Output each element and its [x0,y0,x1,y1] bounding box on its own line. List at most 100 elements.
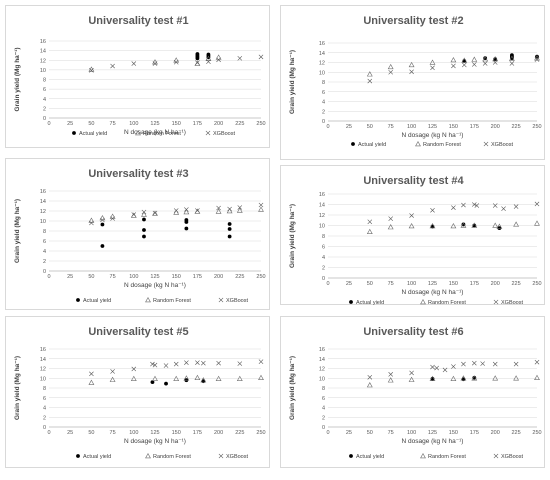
legend-label: Random Forest [428,454,466,460]
x-tick-label: 0 [47,121,50,127]
point-dot [227,227,232,231]
y-tick-label: 14 [319,203,325,209]
x-axis-label: N dosage (kg N ha⁻¹) [402,289,464,296]
point-triangle [429,375,436,381]
point-triangle [366,71,373,77]
point-triangle [152,210,158,216]
y-tick-label: 4 [43,97,46,103]
x-tick-label: 25 [67,274,73,280]
y-tick-label: 12 [40,58,46,64]
y-tick-label: 12 [319,213,325,219]
x-tick-label: 150 [172,121,181,127]
y-tick-label: 14 [40,199,46,205]
chart-title: Universality test #4 [363,175,464,187]
chart-title: Universality test #2 [363,15,463,27]
x-tick-label: 25 [67,430,73,436]
point-x [480,361,485,366]
x-tick-label: 100 [407,430,416,436]
point-x [195,360,200,365]
point-x [409,69,414,75]
y-tick-label: 2 [322,266,325,272]
point-x [150,361,155,367]
legend-marker [218,453,224,459]
point-dot [142,228,146,232]
point-triangle [492,375,499,381]
y-tick-label: 6 [43,87,46,93]
chart-panel-2: Universality test #2 0 2 4 6 8 10 12 14 16 0 25 50 75… [280,5,545,160]
point-triangle [258,206,264,212]
legend-marker [420,298,426,305]
x-axis-label: N dosage (kg N ha⁻¹) [124,282,186,289]
x-tick-label: 225 [235,430,244,436]
y-tick-label: 16 [40,189,46,195]
point-triangle [387,224,394,230]
x-tick-label: 250 [256,121,265,127]
y-tick-label: 12 [319,367,325,373]
x-tick-label: 75 [110,430,116,436]
x-axis-label: N dosage (kg N ha⁻¹) [124,129,186,136]
point-x [89,68,94,73]
y-tick-label: 2 [43,415,46,421]
point-x [163,363,169,368]
legend-marker [145,452,151,459]
y-tick-label: 4 [322,255,325,261]
y-tick-label: 14 [319,357,325,363]
x-tick-label: 50 [88,430,94,436]
x-tick-label: 225 [512,430,521,436]
y-tick-label: 8 [322,234,325,240]
point-triangle [471,56,478,62]
point-dot [195,56,200,61]
point-dot [142,217,146,222]
point-x [534,57,540,62]
point-dot [100,244,105,248]
y-tick-label: 12 [319,61,325,67]
point-dot [184,226,189,231]
legend-marker [349,300,353,304]
point-x [100,217,105,223]
chart-title: Universality test #5 [88,326,188,338]
x-tick-label: 25 [346,124,352,130]
y-tick-label: 16 [319,41,325,47]
chart-panel-1: Universality test #1 0 2 4 6 8 10 12 14 16 0 25 50 75… [5,5,270,148]
x-tick-label: 100 [407,281,416,287]
x-tick-label: 0 [47,274,50,280]
legend-marker [420,452,426,459]
chart-svg: Universality test #1 0 2 4 6 8 10 12 14 16 0 25 50 75… [14,15,266,137]
point-triangle [130,375,137,381]
x-tick-label: 100 [129,430,138,436]
chart-panel-5: Universality test #5 0 2 4 6 8 10 12 14 16 0 25 50 75… [5,316,270,468]
x-tick-label: 175 [470,281,479,287]
y-tick-label: 8 [322,80,325,86]
point-x [110,216,115,221]
point-x [501,206,506,212]
point-x [513,204,519,209]
point-triangle [200,377,207,383]
point-x [461,62,467,68]
legend-label: Actual yield [83,298,111,304]
point-x [513,361,519,367]
y-tick-label: 12 [40,209,46,215]
point-triangle [461,57,468,63]
point-x [173,59,179,65]
legend-label: Random Forest [153,298,191,304]
point-triangle [258,374,264,380]
x-tick-label: 250 [532,430,541,436]
point-triangle [534,374,540,380]
legend-marker [135,129,141,136]
point-x [237,56,243,61]
y-tick-label: 0 [322,425,325,431]
chart-title: Universality test #6 [363,326,463,338]
point-dot [227,222,232,226]
legend-label: XGBoost [213,131,235,137]
x-axis-label: N dosage (kg N ha⁻¹) [402,132,464,139]
point-dot [483,56,488,61]
x-tick-label: 100 [129,121,138,127]
legend-label: Random Forest [428,300,466,306]
point-x [131,61,137,66]
point-x [258,359,264,364]
chart-panel-4: Universality test #4 0 2 4 6 8 10 12 14 16 0 25 50 75… [280,165,545,306]
legend-marker [493,453,499,459]
y-tick-label: 8 [43,78,46,84]
x-tick-label: 225 [512,124,521,130]
point-x [492,60,498,65]
